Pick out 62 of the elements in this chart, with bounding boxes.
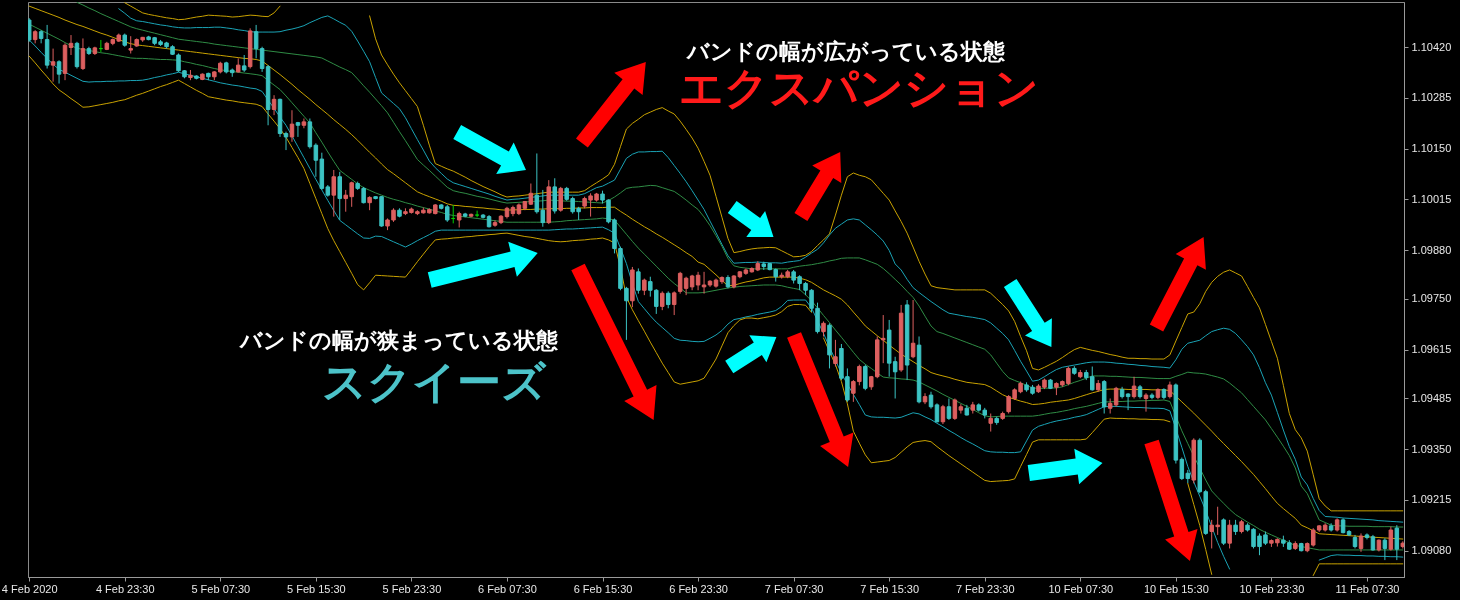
candlestick bbox=[289, 109, 295, 143]
y-tick-label: 1.10420 bbox=[1411, 40, 1452, 53]
candlestick bbox=[337, 171, 342, 221]
x-tick-label: 11 Feb 07:30 bbox=[1335, 582, 1400, 595]
candlestick bbox=[50, 48, 56, 83]
x-tick-label: 7 Feb 07:30 bbox=[764, 582, 824, 595]
candlestick bbox=[1221, 517, 1226, 546]
candlestick bbox=[1131, 376, 1137, 399]
candlestick bbox=[1227, 519, 1232, 549]
candlestick bbox=[68, 34, 74, 56]
x-tick-label: 5 Feb 15:30 bbox=[287, 582, 346, 595]
y-tick-label: 1.09215 bbox=[1411, 493, 1452, 506]
candlestick bbox=[271, 94, 277, 116]
x-tick-label: 7 Feb 23:30 bbox=[955, 582, 1015, 595]
annotation: バンドの幅が広がっている状態 bbox=[685, 39, 1007, 64]
x-tick-label: 6 Feb 15:30 bbox=[573, 582, 633, 595]
y-tick-label: 1.10015 bbox=[1411, 192, 1452, 205]
candlestick bbox=[934, 402, 940, 424]
x-tick-label: 5 Feb 07:30 bbox=[191, 582, 251, 595]
y-tick-label: 1.09750 bbox=[1411, 292, 1452, 305]
x-tick-label: 10 Feb 23:30 bbox=[1239, 582, 1305, 595]
candlestick bbox=[1388, 526, 1394, 552]
x-tick-label: 7 Feb 15:30 bbox=[860, 582, 920, 595]
x-tick-label: 6 Feb 07:30 bbox=[478, 582, 537, 595]
candlestick bbox=[558, 186, 563, 213]
x-tick-label: 5 Feb 23:30 bbox=[382, 582, 442, 595]
candlestick bbox=[1358, 532, 1364, 553]
y-tick-label: 1.09880 bbox=[1411, 243, 1452, 256]
y-tick-label: 1.10285 bbox=[1411, 91, 1452, 104]
x-tick-label: 10 Feb 07:30 bbox=[1048, 582, 1114, 595]
candlestick bbox=[833, 339, 838, 368]
candlestick bbox=[331, 169, 337, 218]
y-tick-label: 1.09485 bbox=[1411, 391, 1452, 404]
candlestick bbox=[1143, 392, 1149, 413]
candlestick bbox=[80, 37, 86, 71]
candlestick bbox=[492, 219, 498, 228]
y-tick-label: 1.09080 bbox=[1411, 544, 1452, 557]
x-tick-label: 10 Feb 15:30 bbox=[1143, 582, 1209, 595]
candlestick bbox=[1382, 537, 1388, 561]
candlestick bbox=[295, 121, 301, 138]
candlestick bbox=[701, 271, 707, 295]
candlestick bbox=[946, 397, 952, 421]
candlestick bbox=[863, 364, 868, 391]
y-tick-label: 1.09615 bbox=[1411, 343, 1452, 356]
candlestick bbox=[1394, 524, 1400, 561]
candlestick bbox=[56, 59, 62, 85]
annotation: スクイーズ bbox=[321, 356, 547, 407]
annotation: エクスパンション bbox=[678, 62, 1039, 113]
candlestick bbox=[660, 290, 665, 311]
candlestick bbox=[671, 290, 677, 316]
y-tick-label: 1.10150 bbox=[1411, 142, 1452, 155]
x-tick-label: 4 Feb 2020 bbox=[1, 582, 58, 595]
candlestick bbox=[636, 267, 641, 295]
candlestick bbox=[474, 210, 480, 218]
x-tick-label: 4 Feb 23:30 bbox=[95, 582, 155, 595]
candlestick bbox=[988, 413, 993, 433]
candlestick bbox=[283, 131, 289, 151]
annotation: バンドの幅が狭まっている状態 bbox=[238, 328, 560, 353]
candlestick bbox=[940, 404, 946, 425]
x-tick-label: 6 Feb 23:30 bbox=[669, 582, 728, 595]
y-tick-label: 1.09350 bbox=[1411, 442, 1452, 455]
candlestick bbox=[28, 17, 32, 43]
